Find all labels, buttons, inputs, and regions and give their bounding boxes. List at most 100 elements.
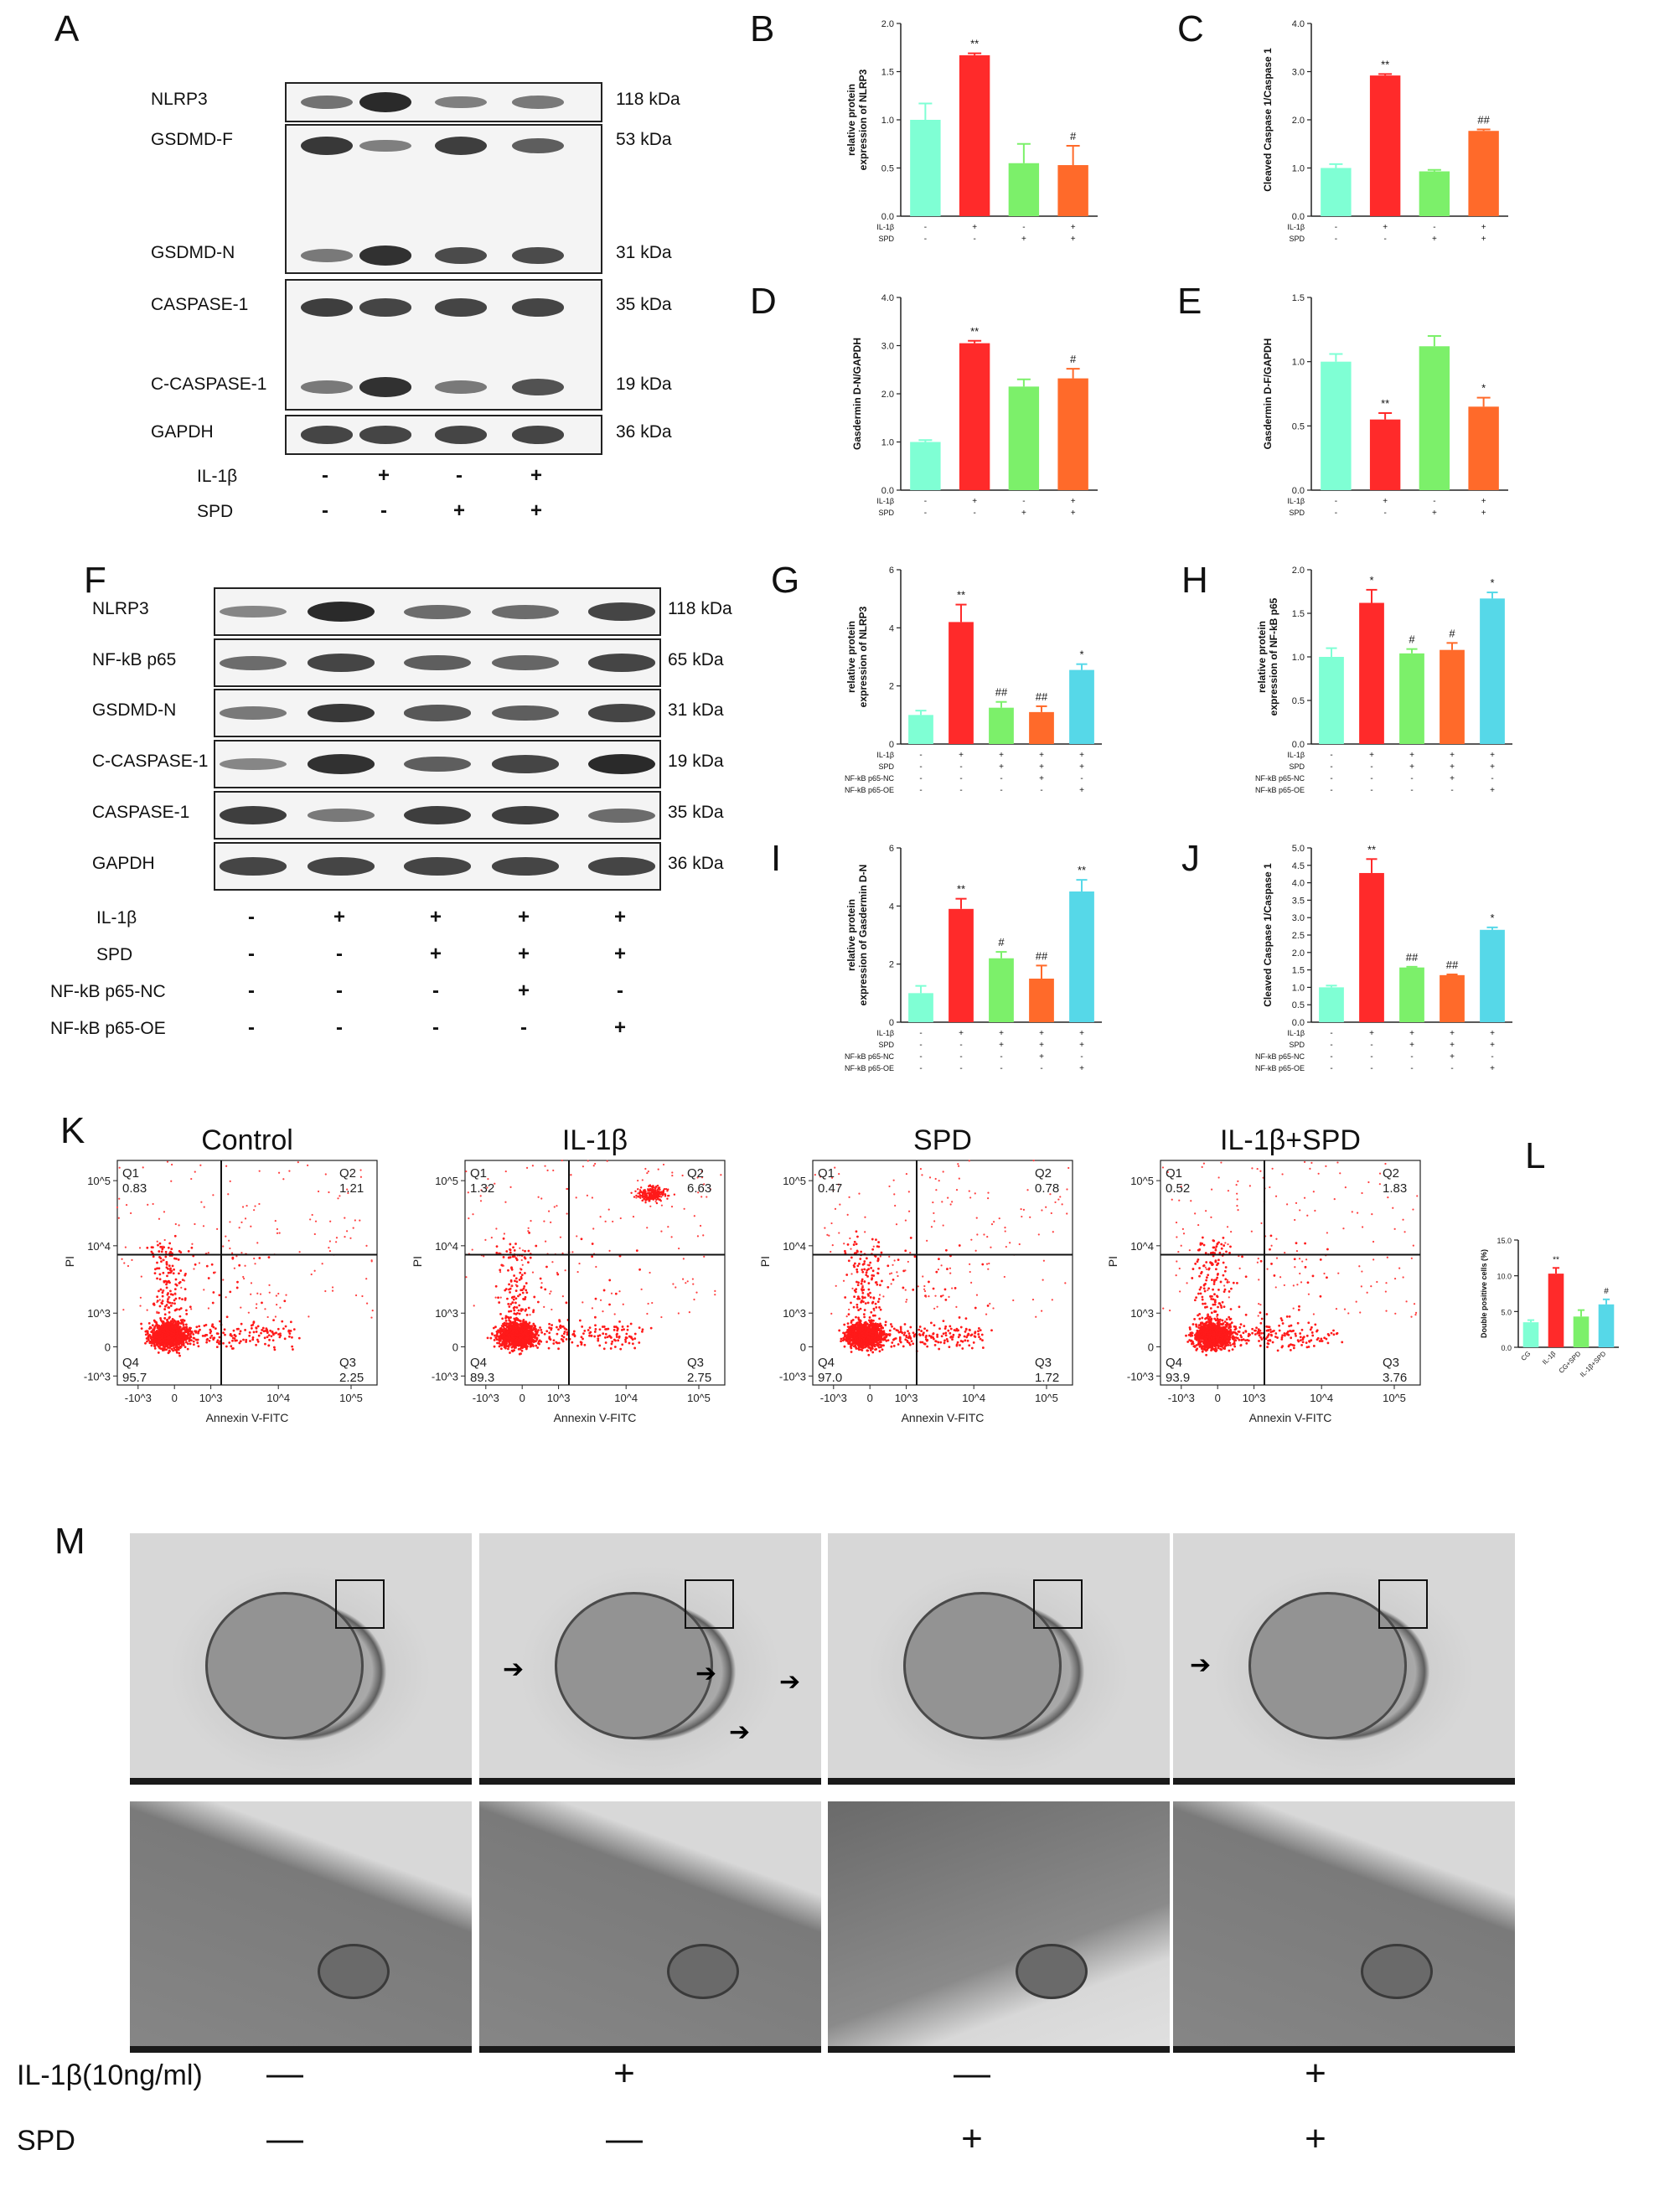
flow-event-dot: [218, 1342, 221, 1346]
flow-event-dot: [534, 1330, 537, 1333]
flow-event-dot: [199, 1164, 202, 1166]
flow-event-dot: [147, 1338, 150, 1341]
flow-event-dot: [606, 1336, 609, 1339]
flow-event-dot: [184, 1274, 187, 1277]
flow-event-dot: [248, 1334, 251, 1337]
flow-event-dot: [190, 1246, 194, 1249]
flow-event-dot: [184, 1330, 187, 1333]
flow-event-dot: [164, 1327, 168, 1331]
flow-event-dot: [243, 1277, 246, 1280]
flow-event-dot: [257, 1334, 261, 1337]
flow-event-dot: [879, 1284, 881, 1287]
bar: [1399, 967, 1424, 1022]
treatment-sign: +: [1021, 509, 1026, 518]
flow-event-dot: [974, 1331, 977, 1334]
treatment-sign: +: [517, 943, 530, 965]
flow-event-dot: [499, 1327, 502, 1331]
flow-event-dot: [159, 1317, 162, 1320]
treatment-sign: +: [530, 499, 542, 522]
flow-event-dot: [288, 1332, 292, 1336]
treatment-label: IL-1β: [876, 751, 894, 759]
flow-event-dot: [660, 1230, 663, 1232]
flow-event-dot: [641, 1179, 644, 1181]
flow-event-dot: [641, 1330, 644, 1333]
flow-event-dot: [565, 1301, 568, 1305]
treatment-sign: +: [999, 1041, 1004, 1050]
treatment-sign: -: [959, 1052, 962, 1062]
blot-box: [214, 689, 661, 737]
protein-band: [220, 757, 287, 771]
flow-event-dot: [878, 1317, 881, 1320]
flow-event-dot: [507, 1340, 510, 1343]
flow-event-dot: [637, 1188, 639, 1191]
flow-event-dot: [855, 1315, 857, 1319]
flow-event-dot: [638, 1193, 641, 1196]
flow-event-dot: [939, 1341, 943, 1344]
flow-event-dot: [588, 1326, 592, 1330]
flow-event-dot: [504, 1342, 507, 1345]
treatment-sign: -: [1370, 1041, 1372, 1050]
flow-event-dot: [361, 1294, 364, 1298]
flow-event-dot: [514, 1346, 516, 1349]
flow-event-dot: [163, 1335, 167, 1338]
flow-event-dot: [619, 1217, 622, 1220]
bar: [1057, 378, 1088, 490]
flow-event-dot: [160, 1245, 163, 1248]
flow-event-dot: [537, 1329, 540, 1331]
flow-event-dot: [528, 1339, 531, 1342]
flow-event-dot: [881, 1330, 884, 1333]
flow-event-dot: [532, 1310, 535, 1314]
bar: [1369, 75, 1401, 216]
flow-event-dot: [514, 1330, 516, 1333]
y-tick-label: -10^3: [84, 1370, 111, 1382]
flow-event-dot: [328, 1249, 332, 1253]
flow-event-dot: [621, 1325, 624, 1328]
flow-event-dot: [189, 1342, 192, 1346]
flow-event-dot: [648, 1200, 650, 1202]
flow-event-dot: [495, 1227, 498, 1230]
flow-event-dot: [190, 1308, 193, 1310]
treatment-sign: +: [517, 979, 530, 1002]
y-tick-label: 0.0: [1292, 1018, 1305, 1028]
flow-event-dot: [594, 1162, 597, 1165]
flow-event-dot: [540, 1197, 543, 1200]
flow-event-dot: [152, 1246, 154, 1249]
flow-event-dot: [186, 1347, 189, 1351]
flow-event-dot: [550, 1290, 552, 1293]
flow-event-dot: [227, 1193, 230, 1196]
y-axis-label: relative proteinexpression of Gasdermin …: [845, 865, 869, 1006]
flow-event-dot: [610, 1342, 613, 1346]
flow-event-dot: [507, 1330, 510, 1333]
flow-event-dot: [163, 1348, 166, 1351]
flow-event-dot: [876, 1300, 880, 1304]
flow-event-dot: [207, 1252, 209, 1254]
flow-event-dot: [654, 1191, 657, 1194]
flow-event-dot: [309, 1218, 312, 1221]
flow-event-dot: [856, 1264, 860, 1268]
flow-event-dot: [158, 1337, 160, 1341]
flow-event-dot: [235, 1339, 238, 1342]
panel-label-j: J: [1181, 838, 1200, 879]
flow-event-dot: [933, 1324, 936, 1327]
flow-event-dot: [307, 1164, 309, 1166]
flow-event-dot: [494, 1334, 496, 1337]
flow-event-dot: [498, 1338, 500, 1341]
flow-event-dot: [891, 1341, 894, 1344]
flow-event-dot: [172, 1272, 175, 1275]
bar: [1319, 987, 1344, 1022]
bar: [989, 707, 1014, 744]
flow-event-dot: [949, 1335, 953, 1338]
flow-event-dot: [857, 1309, 861, 1311]
flow-event-dot: [682, 1258, 685, 1260]
flow-event-dot: [923, 1327, 927, 1331]
flow-event-dot: [148, 1327, 151, 1331]
treatment-label: NF-kB p65-OE: [845, 1064, 894, 1072]
treatment-sign: +: [1079, 751, 1084, 760]
flow-event-dot: [185, 1309, 188, 1312]
y-axis-label: relative proteinexpression of NLRP3: [845, 606, 869, 707]
flow-event-dot: [513, 1332, 515, 1335]
flow-event-dot: [237, 1327, 240, 1331]
flow-event-dot: [244, 1264, 246, 1267]
molecular-weight-label: 118 kDa: [616, 90, 680, 109]
flow-event-dot: [644, 1195, 647, 1197]
